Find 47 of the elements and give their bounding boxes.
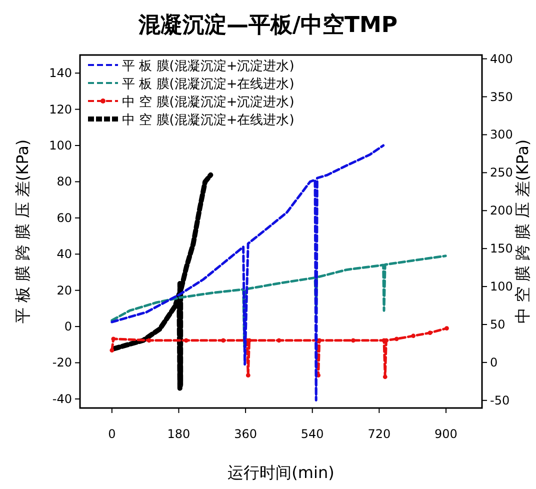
y-tick-label: 80 bbox=[56, 174, 72, 189]
x-tick-label: 0 bbox=[108, 427, 116, 441]
point bbox=[146, 338, 152, 343]
y2-tick-label: 0 bbox=[490, 355, 498, 370]
y2-tick-label: 200 bbox=[490, 204, 513, 218]
x-tick-label: 180 bbox=[167, 427, 190, 441]
y2-tick-label: 100 bbox=[490, 280, 513, 294]
legend-label: 中 空 膜(混凝沉淀+沉淀进水) bbox=[122, 95, 294, 110]
y-tick-label: 60 bbox=[56, 210, 72, 225]
y-tick-label: -20 bbox=[52, 356, 72, 370]
x-tick-label: 360 bbox=[234, 427, 258, 441]
point bbox=[221, 338, 226, 343]
x-axis-title: 运行时间(min) bbox=[228, 463, 334, 482]
point bbox=[444, 326, 449, 330]
y-tick-label: 120 bbox=[49, 102, 72, 116]
point bbox=[111, 336, 116, 342]
point bbox=[246, 373, 250, 378]
point bbox=[428, 330, 432, 336]
point bbox=[350, 338, 356, 343]
point bbox=[411, 334, 416, 338]
y-axis-title: 平 板 膜 跨 膜 压 差(KPa) bbox=[13, 139, 32, 324]
y2-tick-label: 400 bbox=[490, 52, 513, 66]
y-tick-label: 40 bbox=[56, 247, 72, 262]
y2-tick-label: 300 bbox=[490, 128, 513, 142]
y-tick-label: 100 bbox=[49, 138, 72, 153]
y-tick-label: -40 bbox=[52, 392, 72, 406]
y-tick-label: 0 bbox=[64, 320, 72, 334]
x-tick-label: 720 bbox=[368, 427, 391, 441]
y2-tick-label: 150 bbox=[490, 242, 513, 256]
y-tick-label: 140 bbox=[49, 66, 72, 80]
chart-title: 混凝沉淀—平板/中空TMP bbox=[137, 12, 398, 38]
legend-label: 平 板 膜(混凝沉淀+沉淀进水) bbox=[122, 59, 294, 74]
legend-label: 平 板 膜(混凝沉淀+在线进水) bbox=[122, 77, 294, 92]
y-tick-label: 20 bbox=[56, 283, 72, 298]
point bbox=[110, 348, 114, 353]
x-tick-label: 900 bbox=[434, 427, 458, 441]
x-tick-label: 540 bbox=[300, 427, 324, 441]
point bbox=[394, 336, 399, 342]
legend-label: 中 空 膜(混凝沉淀+在线进水) bbox=[122, 113, 294, 128]
y2-tick-label: -50 bbox=[490, 393, 510, 408]
y2-tick-label: 250 bbox=[490, 166, 513, 180]
point bbox=[276, 338, 282, 343]
point bbox=[184, 338, 188, 343]
y2-tick-label: 50 bbox=[490, 317, 506, 332]
y2-axis-title: 中 空 膜 跨 膜 压 差(KPa) bbox=[513, 139, 532, 324]
y2-tick-label: 350 bbox=[490, 90, 513, 104]
point bbox=[382, 374, 388, 380]
